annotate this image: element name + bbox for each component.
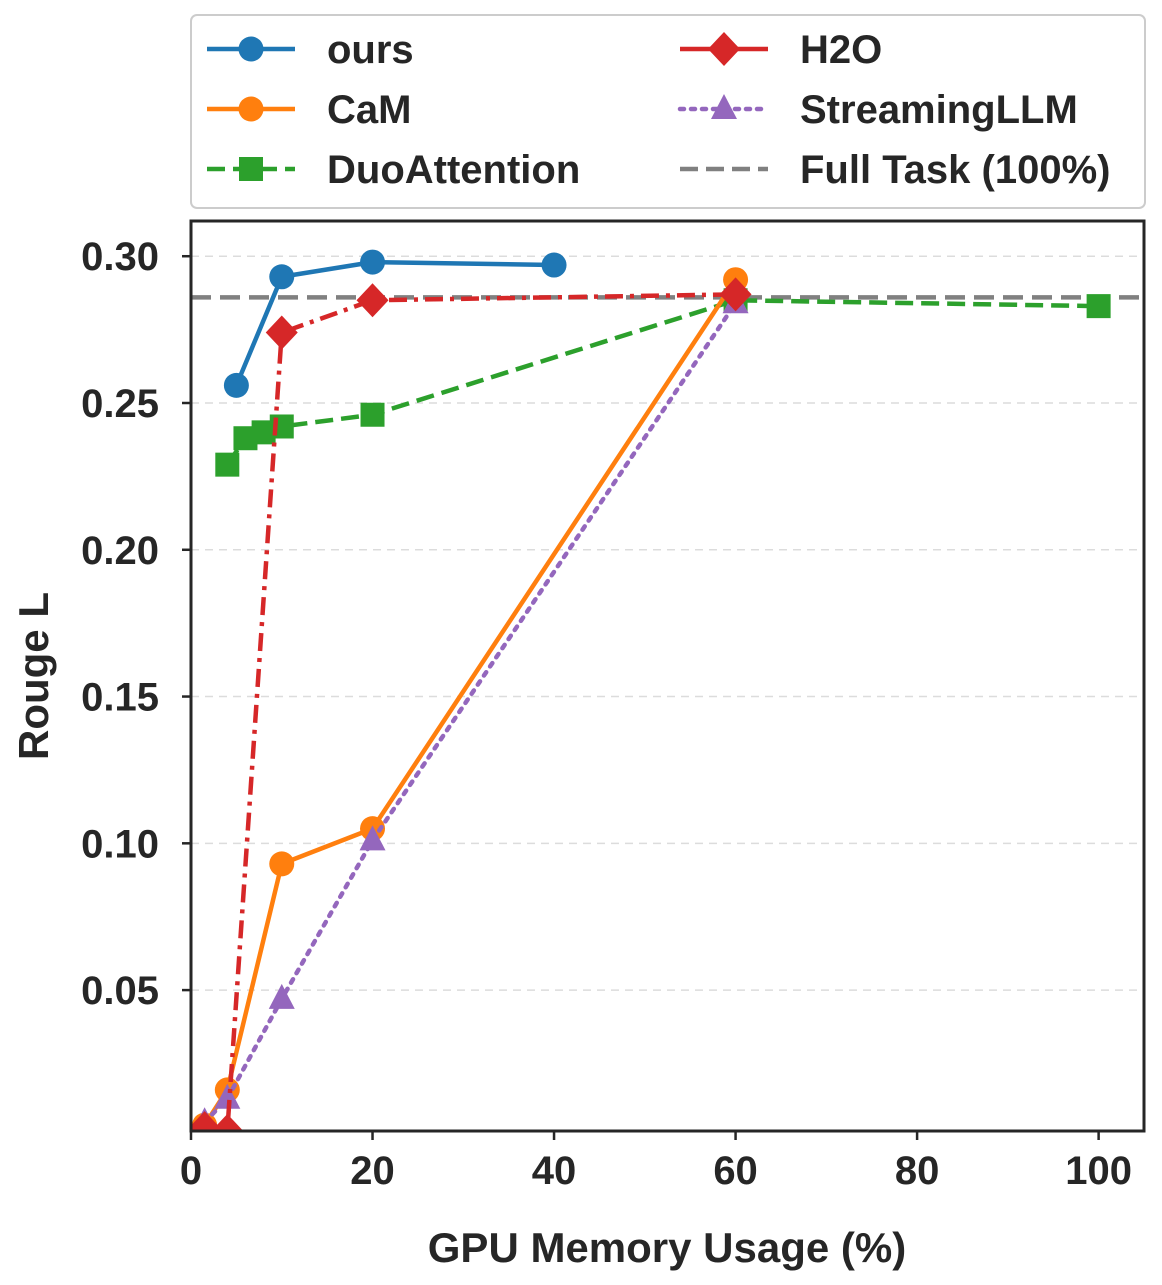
legend-marker [711,94,737,119]
y-tick-label: 0.30 [81,235,159,279]
data-point [541,252,567,278]
series-line [234,259,555,387]
legend-label: ours [327,28,414,72]
legend-entry: StreamingLLM [677,88,1078,132]
legend-frame [190,14,1146,209]
data-point [215,452,240,477]
y-tick-label: 0.25 [81,382,159,426]
x-axis-label: GPU Memory Usage (%) [428,1224,906,1271]
series-line [225,298,1099,466]
data-point [191,1111,221,1131]
legend-marker [239,157,263,181]
data-point [269,851,295,877]
data-point [359,825,386,851]
legend-entry: CaM [207,88,411,132]
x-tick-label: 100 [1065,1149,1132,1193]
data-point [214,1083,241,1109]
legend-entry: Full Task (100%) [680,148,1110,192]
axes: 0 20 40 60 80 100 0.05 0.10 0.15 0.20 0.25 0.30 [81,235,1132,1193]
legend-marker [238,96,264,122]
data-point [268,983,295,1009]
legend-entry: H2O [680,28,882,72]
legend-entry: ours [207,28,414,72]
x-tick-label: 60 [713,1149,758,1193]
y-tick-label: 0.10 [81,822,159,866]
data-point [265,315,298,350]
legend-label: DuoAttention [327,148,580,192]
x-tick-label: 40 [532,1149,577,1193]
y-axis-label: Rouge L [10,592,57,760]
series-ours [223,249,567,398]
legend-entry: DuoAttention [207,148,580,192]
data-point [211,1114,244,1131]
x-tick-label: 20 [350,1149,395,1193]
series-duoattention [215,288,1111,477]
data-point [719,277,752,312]
y-tick-label: 0.05 [81,969,159,1013]
data-point [360,249,386,275]
plot-frame [189,219,1146,1133]
y-tick-label: 0.15 [81,676,159,720]
data-point [223,372,249,398]
legend-marker [238,36,264,62]
series-layer [191,249,1144,1131]
legend-label: StreamingLLM [800,88,1078,132]
data-point [269,264,295,290]
legend-label: Full Task (100%) [800,148,1110,192]
legend: ours CaM DuoAttention H2O StreamingLLM Full T… [190,14,1146,209]
data-point [1086,294,1111,319]
legend-label: H2O [800,28,882,72]
x-tick-label: 80 [895,1149,940,1193]
data-point [360,402,385,427]
series-streamingllm [192,288,749,1131]
grid [191,255,1144,991]
legend-label: CaM [327,88,411,132]
plot-area [191,249,1144,1131]
x-tick-label: 0 [180,1149,202,1193]
data-point [356,283,389,318]
y-tick-label: 0.20 [81,529,159,573]
legend-marker [708,32,740,66]
